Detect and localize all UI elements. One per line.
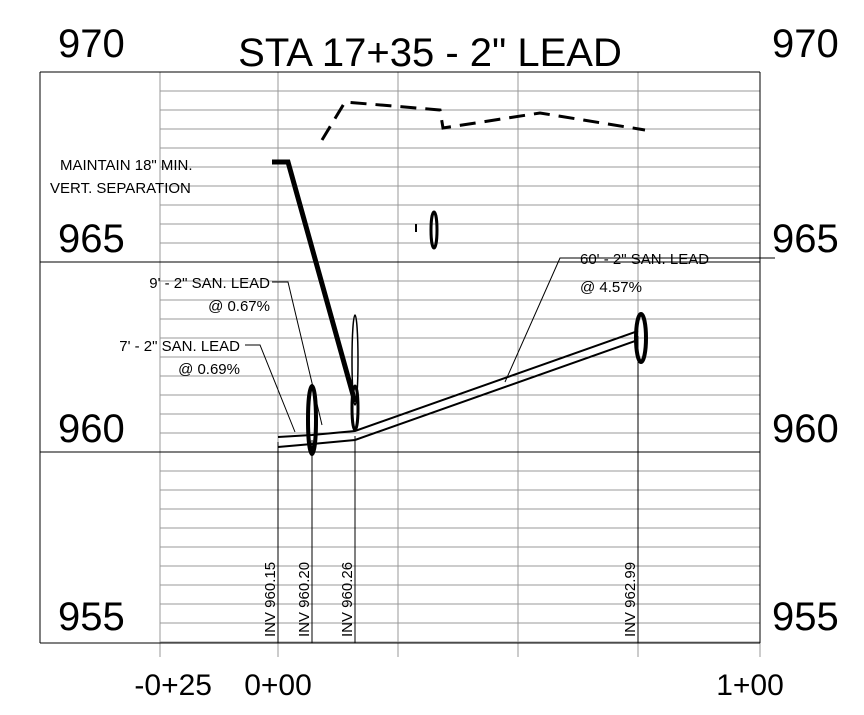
invert-label: INV 960.20 (296, 562, 313, 637)
separation-line (272, 159, 358, 403)
callout-text: @ 0.69% (178, 361, 240, 378)
station-label: 0+00 (244, 669, 312, 702)
callout-text: 7' - 2" SAN. LEAD (119, 338, 240, 355)
invert-label: INV 962.99 (622, 562, 639, 637)
invert-label: INV 960.26 (339, 562, 356, 637)
elevation-label: 955 (772, 595, 839, 639)
callout-text: 60' - 2" SAN. LEAD (580, 251, 709, 268)
elevation-label: 970 (772, 22, 839, 66)
elevation-label: 970 (58, 22, 125, 66)
fitting (350, 384, 360, 432)
fitting (634, 312, 648, 364)
elevation-label: 965 (58, 217, 125, 261)
elevation-label: 965 (772, 217, 839, 261)
callout-text: MAINTAIN 18" MIN. (60, 157, 193, 174)
station-label: 1+00 (716, 669, 784, 702)
pipe-top (277, 330, 639, 438)
ground-line (320, 100, 646, 141)
grid (39, 71, 761, 657)
callout-text: VERT. SEPARATION (50, 180, 191, 197)
callout-text: @ 0.67% (208, 298, 270, 315)
marker (351, 314, 359, 406)
fitting (306, 384, 318, 456)
marker (429, 210, 439, 250)
callout-text: @ 4.57% (580, 279, 642, 296)
elevation-label: 960 (58, 407, 125, 451)
labels: 970 970 965 965 960 960 955 955 -0+25 0+00 1+00 MAI… (50, 22, 839, 702)
invert-label: INV 960.15 (262, 562, 279, 637)
pipe-bottom (277, 339, 639, 448)
elevation-label: 960 (772, 407, 839, 451)
elevation-label: 955 (58, 595, 125, 639)
leaders (245, 257, 775, 433)
station-label: -0+25 (134, 669, 212, 702)
title: STA 17+35 - 2" LEAD (238, 31, 622, 75)
callout-text: 9' - 2" SAN. LEAD (149, 275, 270, 292)
